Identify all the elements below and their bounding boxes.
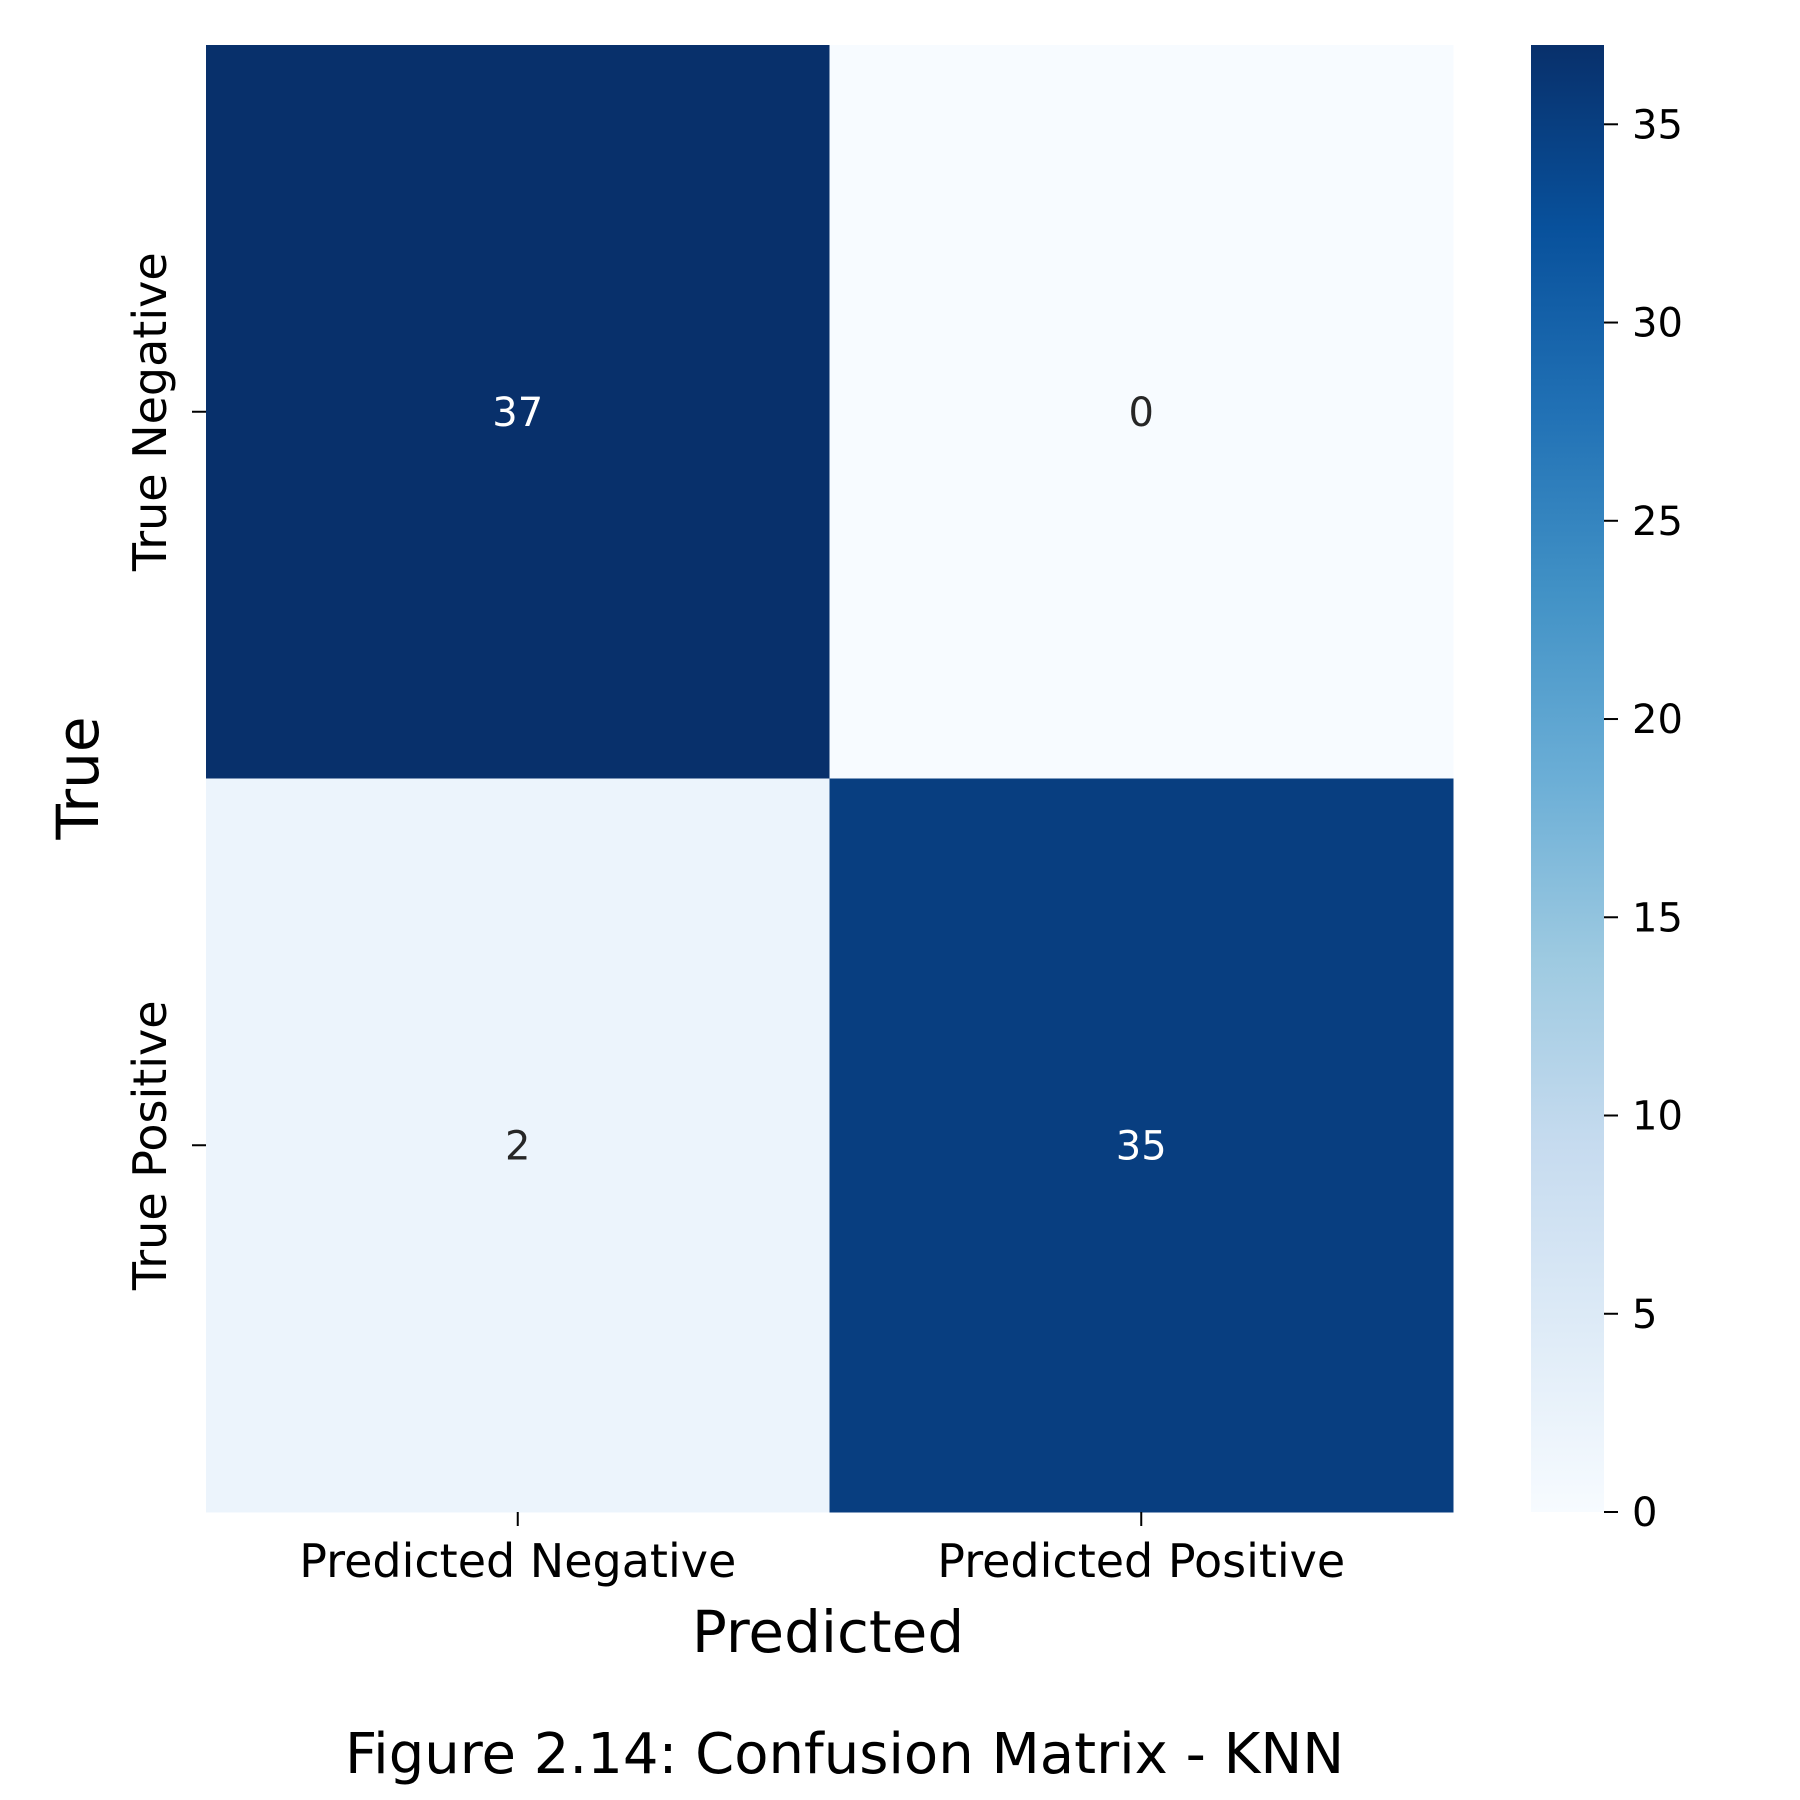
colorbar-tick-label: 30 [1632, 301, 1683, 347]
cell-value-label: 35 [1116, 1123, 1167, 1169]
colorbar-tick-label: 10 [1632, 1094, 1683, 1140]
figure-caption: Figure 2.14: Confusion Matrix - KNN [345, 1722, 1345, 1787]
cell-value-label: 2 [505, 1123, 530, 1169]
y-axis-title: True [44, 716, 112, 840]
colorbar-tick-label: 20 [1632, 697, 1683, 743]
colorbar-tick-label: 0 [1632, 1490, 1657, 1536]
heatmap-cells [206, 45, 1454, 1513]
colorbar: 0 5 10 15 20 25 30 35 [1531, 45, 1683, 1536]
heatmap-cell-labels: 37 0 2 35 [492, 390, 1166, 1170]
heatmap-cell [206, 45, 830, 779]
y-tick-label: True Positive [123, 1000, 177, 1291]
x-axis: Predicted Negative Predicted Positive [299, 1512, 1345, 1588]
y-axis: True Negative True Positive [123, 252, 206, 1291]
colorbar-tick-label: 15 [1632, 895, 1683, 941]
heatmap-cell [829, 45, 1454, 779]
colorbar-tick-label: 5 [1632, 1292, 1657, 1338]
cell-value-label: 37 [492, 390, 543, 436]
colorbar-gradient [1531, 45, 1604, 1512]
x-tick-label: Predicted Negative [299, 1534, 736, 1588]
heatmap-cell [829, 778, 1454, 1513]
heatmap-cell [206, 778, 830, 1513]
x-tick-label: Predicted Positive [937, 1534, 1345, 1588]
cell-value-label: 0 [1129, 390, 1154, 436]
colorbar-tick-label: 35 [1632, 102, 1683, 148]
x-axis-title: Predicted [692, 1598, 964, 1666]
colorbar-tick-label: 25 [1632, 499, 1683, 545]
y-tick-label: True Negative [123, 252, 177, 572]
